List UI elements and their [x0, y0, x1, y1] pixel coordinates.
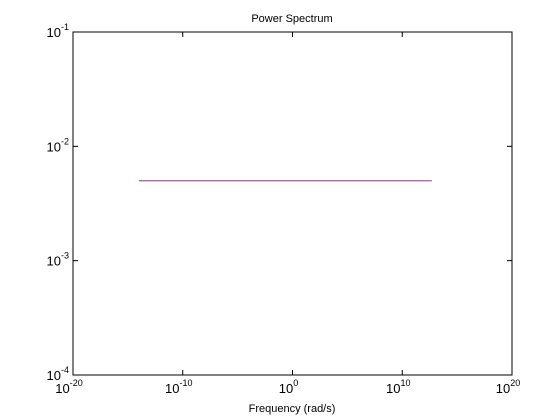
x-tick-label: 1010	[386, 378, 410, 396]
x-tick-label: 10-10	[165, 378, 192, 396]
y-tick-label: 10-4	[47, 365, 69, 383]
x-axis-label: Frequency (rad/s)	[249, 403, 336, 415]
x-tick-label: 10-20	[55, 378, 82, 396]
plot-box	[72, 31, 513, 376]
x-tick-label: 1020	[496, 378, 520, 396]
y-tick-label: 10-3	[47, 251, 69, 269]
x-tick-label: 100	[279, 378, 298, 396]
y-tick-label: 10-1	[47, 22, 69, 40]
chart-title: Power Spectrum	[251, 13, 332, 25]
y-tick-label: 10-2	[47, 136, 69, 154]
